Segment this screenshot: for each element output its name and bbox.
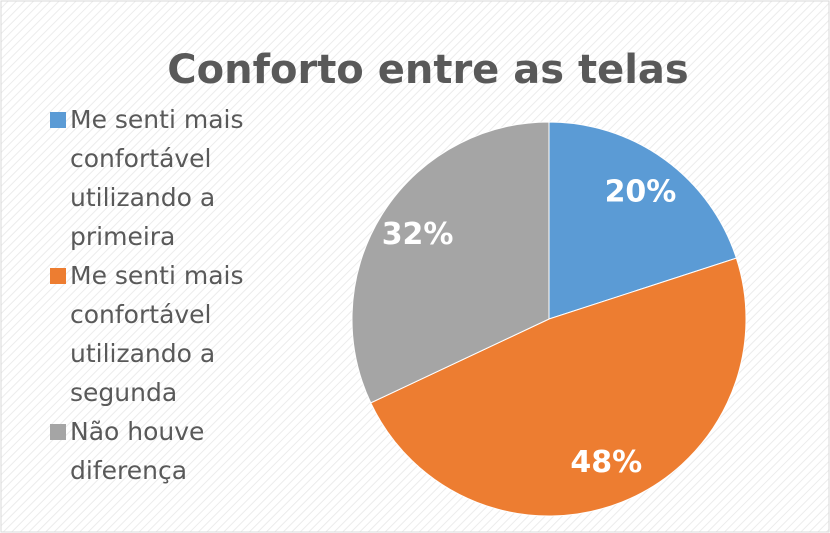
legend-swatch [50, 112, 66, 128]
data-label: 20% [605, 175, 677, 210]
legend-label: Me senti mais confortável utilizando a s… [70, 261, 244, 407]
pie-slice [548, 121, 737, 320]
legend-swatch [50, 424, 66, 440]
legend-item: Me senti mais confortável utilizando a s… [50, 256, 250, 412]
legend-label: Não houve diferença [70, 417, 205, 485]
legend-swatch [50, 268, 66, 284]
chart-title: Conforto entre as telas [167, 47, 688, 93]
data-label: 48% [570, 445, 642, 480]
legend-label: Me senti mais confortável utilizando a p… [70, 105, 244, 251]
legend: Me senti mais confortável utilizando a p… [50, 100, 250, 490]
pie-slice [370, 257, 747, 517]
pie-slice [351, 121, 550, 404]
legend-item: Me senti mais confortável utilizando a p… [50, 100, 250, 256]
legend-item: Não houve diferença [50, 412, 250, 490]
data-label: 32% [382, 217, 454, 252]
